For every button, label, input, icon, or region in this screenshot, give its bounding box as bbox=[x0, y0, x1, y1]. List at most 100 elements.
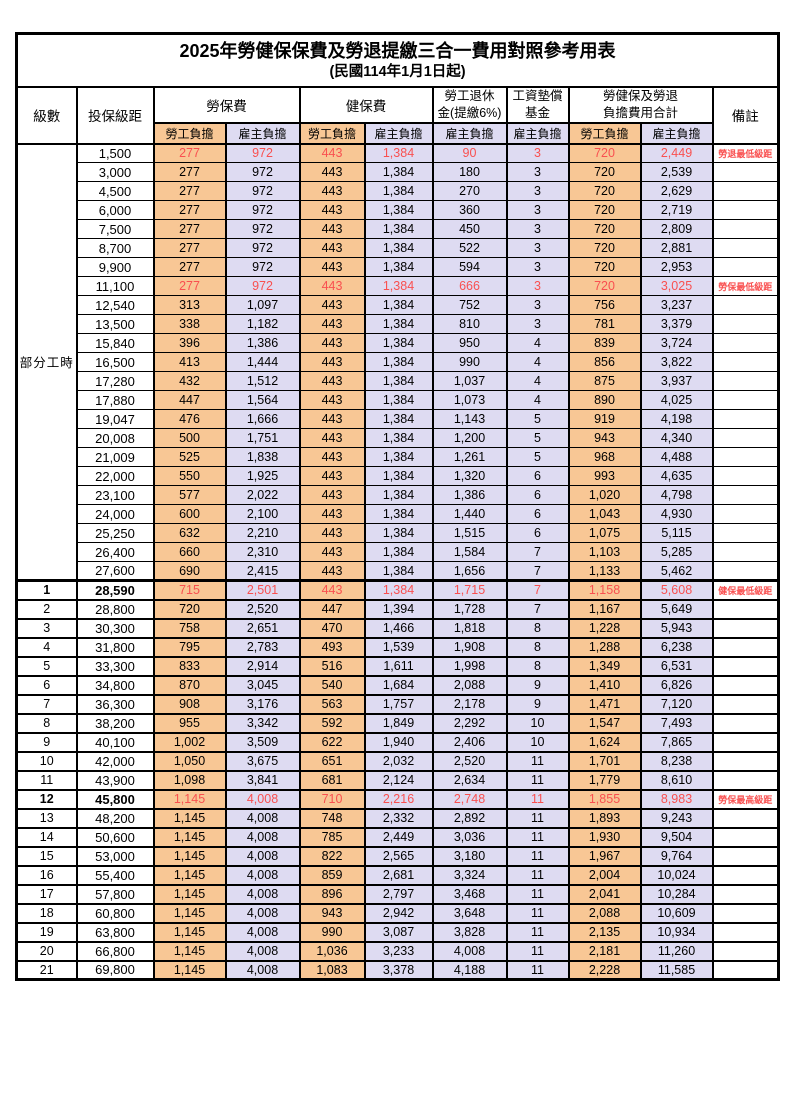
health-employee-cell: 470 bbox=[298, 617, 366, 639]
health-employee-cell: 443 bbox=[298, 371, 366, 391]
pension-employer-cell: 1,818 bbox=[431, 617, 508, 639]
labor-employer-cell: 972 bbox=[224, 276, 301, 296]
wage-fund-employer-cell: 11 bbox=[505, 940, 570, 962]
total-employee-cell: 1,167 bbox=[567, 598, 642, 620]
salary-cell: 16,500 bbox=[75, 352, 155, 372]
total-employer-cell: 10,024 bbox=[639, 864, 714, 886]
labor-employee-cell: 500 bbox=[152, 428, 227, 448]
table-row: 25,250 632 2,210 443 1,384 1,515 6 1,075 5,115 bbox=[17, 523, 780, 543]
salary-cell: 28,800 bbox=[75, 598, 155, 620]
total-employee-cell: 1,288 bbox=[567, 636, 642, 658]
pension-employer-cell: 1,261 bbox=[431, 447, 508, 467]
remark-cell bbox=[711, 428, 780, 448]
subheader-pension-employer: 雇主負擔 bbox=[431, 121, 508, 145]
total-employer-cell: 4,930 bbox=[639, 504, 714, 524]
total-employer-cell: 5,649 bbox=[639, 598, 714, 620]
labor-employee-cell: 833 bbox=[152, 655, 227, 677]
table-row: 6 34,800 870 3,045 540 1,684 2,088 9 1,410 6,826 bbox=[15, 674, 780, 696]
remark-cell bbox=[711, 466, 780, 486]
total-employee-cell: 919 bbox=[567, 409, 642, 429]
wage-fund-employer-cell: 6 bbox=[505, 485, 570, 505]
salary-cell: 30,300 bbox=[75, 617, 155, 639]
labor-employee-cell: 1,145 bbox=[152, 807, 227, 829]
wage-fund-employer-cell: 11 bbox=[505, 959, 570, 981]
total-employer-cell: 3,025 bbox=[639, 276, 714, 296]
level-cell: 16 bbox=[15, 864, 78, 886]
labor-employer-cell: 1,097 bbox=[224, 295, 301, 315]
salary-cell: 17,280 bbox=[75, 371, 155, 391]
level-cell: 6 bbox=[15, 674, 78, 696]
salary-cell: 48,200 bbox=[75, 807, 155, 829]
subheader-health-employer: 雇主負擔 bbox=[363, 121, 434, 145]
health-employer-cell: 1,384 bbox=[363, 200, 434, 220]
table-row: 3 30,300 758 2,651 470 1,466 1,818 8 1,228 5,943 bbox=[15, 617, 780, 639]
level-cell: 10 bbox=[15, 750, 78, 772]
health-employer-cell: 1,384 bbox=[363, 579, 434, 601]
total-employee-cell: 1,967 bbox=[567, 845, 642, 867]
wage-fund-employer-cell: 7 bbox=[505, 542, 570, 562]
pension-employer-cell: 360 bbox=[431, 200, 508, 220]
table-row: 3,000 277 972 443 1,384 180 3 720 2,539 bbox=[17, 162, 780, 182]
total-employer-cell: 10,609 bbox=[639, 902, 714, 924]
total-employee-cell: 1,624 bbox=[567, 731, 642, 753]
salary-cell: 25,250 bbox=[75, 523, 155, 543]
remark-cell: 健保最低級距 bbox=[711, 579, 780, 601]
salary-cell: 60,800 bbox=[75, 902, 155, 924]
salary-cell: 38,200 bbox=[75, 712, 155, 734]
labor-employee-cell: 277 bbox=[152, 162, 227, 182]
table-row: 20 66,800 1,145 4,008 1,036 3,233 4,008 11 2,181… bbox=[15, 940, 780, 962]
health-employer-cell: 1,384 bbox=[363, 181, 434, 201]
salary-cell: 19,047 bbox=[75, 409, 155, 429]
remark-cell bbox=[711, 769, 780, 791]
total-employer-cell: 2,629 bbox=[639, 181, 714, 201]
labor-employer-cell: 1,512 bbox=[224, 371, 301, 391]
total-employee-cell: 1,228 bbox=[567, 617, 642, 639]
salary-cell: 33,300 bbox=[75, 655, 155, 677]
health-employee-cell: 443 bbox=[298, 200, 366, 220]
salary-cell: 63,800 bbox=[75, 921, 155, 943]
level-cell: 15 bbox=[15, 845, 78, 867]
total-employee-cell: 2,228 bbox=[567, 959, 642, 981]
salary-cell: 6,000 bbox=[75, 200, 155, 220]
level-cell: 12 bbox=[15, 788, 78, 810]
labor-employee-cell: 632 bbox=[152, 523, 227, 543]
total-employer-cell: 4,025 bbox=[639, 390, 714, 410]
pension-employer-cell: 1,656 bbox=[431, 561, 508, 581]
labor-employee-cell: 1,145 bbox=[152, 826, 227, 848]
labor-employee-cell: 577 bbox=[152, 485, 227, 505]
wage-fund-employer-cell: 3 bbox=[505, 314, 570, 334]
total-employee-cell: 1,471 bbox=[567, 693, 642, 715]
subheader-labor-employee: 勞工負擔 bbox=[152, 121, 227, 145]
wage-fund-employer-cell: 7 bbox=[505, 561, 570, 581]
labor-employee-cell: 277 bbox=[152, 257, 227, 277]
salary-cell: 22,000 bbox=[75, 466, 155, 486]
total-employee-cell: 890 bbox=[567, 390, 642, 410]
remark-cell bbox=[711, 181, 780, 201]
health-employee-cell: 681 bbox=[298, 769, 366, 791]
table-row: 2 28,800 720 2,520 447 1,394 1,728 7 1,167 5,649 bbox=[15, 598, 780, 620]
health-employee-cell: 443 bbox=[298, 409, 366, 429]
health-employee-cell: 443 bbox=[298, 523, 366, 543]
table-row: 9 40,100 1,002 3,509 622 1,940 2,406 10 1,624 7,8… bbox=[15, 731, 780, 753]
health-employee-cell: 896 bbox=[298, 883, 366, 905]
health-employer-cell: 2,681 bbox=[363, 864, 434, 886]
total-employer-cell: 11,585 bbox=[639, 959, 714, 981]
total-employer-cell: 7,493 bbox=[639, 712, 714, 734]
salary-cell: 50,600 bbox=[75, 826, 155, 848]
health-employee-cell: 443 bbox=[298, 428, 366, 448]
total-employer-cell: 4,798 bbox=[639, 485, 714, 505]
pension-employer-cell: 1,728 bbox=[431, 598, 508, 620]
pension-employer-cell: 950 bbox=[431, 333, 508, 353]
labor-employee-cell: 600 bbox=[152, 504, 227, 524]
health-employer-cell: 1,384 bbox=[363, 409, 434, 429]
table-body: 部分工時 1,500 277 972 443 1,384 90 3 720 2,449 勞退最低級距… bbox=[15, 143, 780, 981]
remark-cell: 勞退最低級距 bbox=[711, 143, 780, 163]
health-employer-cell: 1,384 bbox=[363, 333, 434, 353]
pension-employer-cell: 4,188 bbox=[431, 959, 508, 981]
labor-employer-cell: 3,675 bbox=[224, 750, 301, 772]
table-row: 14 50,600 1,145 4,008 785 2,449 3,036 11 1,930 9,… bbox=[15, 826, 780, 848]
wage-fund-employer-cell: 11 bbox=[505, 864, 570, 886]
health-employee-cell: 785 bbox=[298, 826, 366, 848]
table-row: 15,840 396 1,386 443 1,384 950 4 839 3,724 bbox=[17, 333, 780, 353]
remark-cell bbox=[711, 902, 780, 924]
